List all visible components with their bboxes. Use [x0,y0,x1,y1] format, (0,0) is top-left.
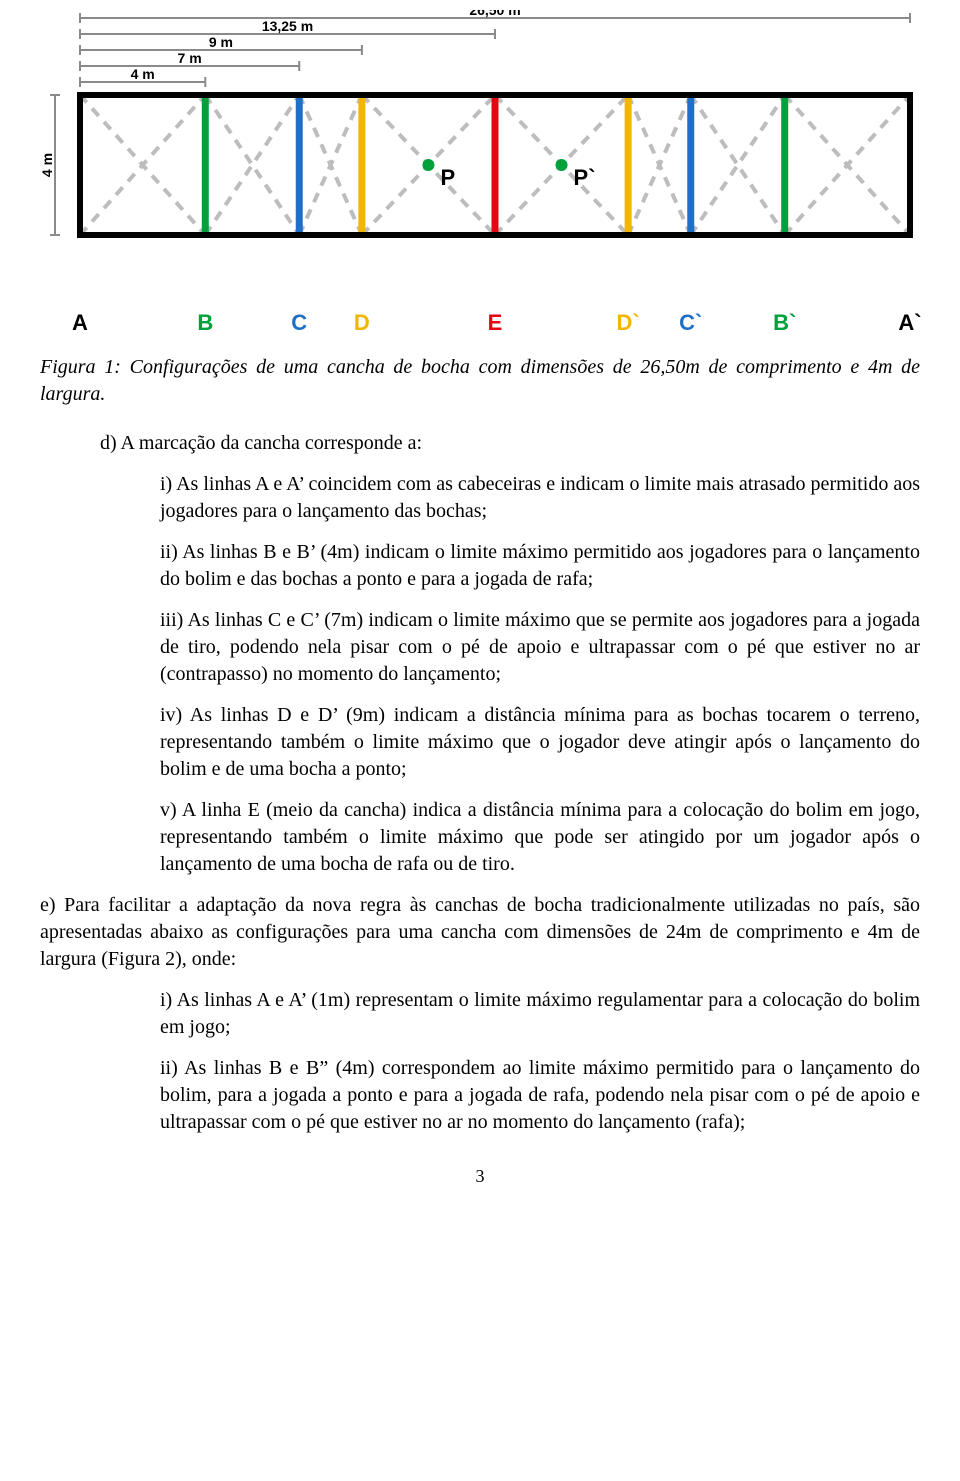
svg-text:P: P [440,165,455,190]
svg-text:13,25 m: 13,25 m [262,18,313,34]
svg-text:9 m: 9 m [209,34,233,50]
svg-text:4 m: 4 m [131,66,155,82]
line-label-b: B [197,310,213,336]
svg-text:4 m: 4 m [40,153,55,177]
para-e-ii: ii) As linhas B e B” (4m) correspondem a… [160,1055,920,1136]
line-label-e: E [488,310,503,336]
line-label-cp: C` [679,310,702,336]
line-label-ap: A` [898,310,921,336]
line-label-c: C [291,310,307,336]
page-number: 3 [40,1166,920,1187]
line-label-d: D [354,310,370,336]
para-d-i: i) As linhas A e A’ coincidem com as cab… [160,471,920,525]
para-e-i: i) As linhas A e A’ (1m) representam o l… [160,987,920,1041]
para-e-intro: e) Para facilitar a adaptação da nova re… [40,892,920,973]
line-label-dp: D` [617,310,640,336]
para-d-ii: ii) As linhas B e B’ (4m) indicam o limi… [160,539,920,593]
figure-caption: Figura 1: Configurações de uma cancha de… [40,354,920,408]
court-svg: 26,50 m 13,25 m 9 m 7 m 4 m 4 m P P` [40,10,920,290]
line-label-a: A [72,310,88,336]
svg-text:26,50 m: 26,50 m [469,10,520,18]
para-d-iii: iii) As linhas C e C’ (7m) indicam o lim… [160,607,920,688]
line-label-bp: B` [773,310,796,336]
svg-text:7 m: 7 m [178,50,202,66]
para-d-iv: iv) As linhas D e D’ (9m) indicam a dist… [160,702,920,783]
para-d-intro: d) A marcação da cancha corresponde a: [100,430,920,457]
court-line-labels: A B C D E D` C` B` A` [40,310,920,340]
court-diagram: 26,50 m 13,25 m 9 m 7 m 4 m 4 m P P` [40,10,920,290]
svg-text:P`: P` [574,165,596,190]
para-d-v: v) A linha E (meio da cancha) indica a d… [160,797,920,878]
